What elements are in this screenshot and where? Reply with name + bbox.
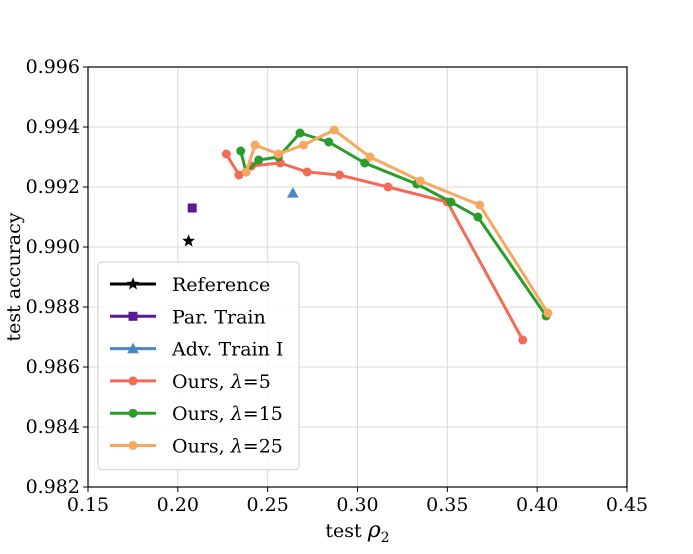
data-point <box>241 167 251 177</box>
data-point <box>295 128 305 138</box>
data-point <box>324 137 334 147</box>
data-point <box>254 155 264 165</box>
x-tick-label: 0.35 <box>426 494 468 516</box>
data-point <box>128 441 138 450</box>
x-tick-label: 0.15 <box>67 494 109 516</box>
data-point <box>187 203 197 213</box>
series-layer <box>182 125 553 345</box>
x-tick-label: 0.45 <box>606 494 648 516</box>
axis-labels: test ρ2 test accuracy <box>3 212 390 546</box>
data-point <box>383 182 393 192</box>
legend-entry: Ours, λ=15 <box>110 403 283 425</box>
legend-box <box>97 261 300 471</box>
data-point <box>543 308 553 318</box>
legend-label-symbol: λ <box>230 371 243 393</box>
series-1 <box>187 203 197 213</box>
legend-label-text: Adv. Train I <box>171 339 283 361</box>
legend-label-text: Ours, <box>172 371 231 393</box>
y-tick-label: 0.982 <box>26 476 80 498</box>
y-tick-label: 0.990 <box>26 236 80 258</box>
series-2 <box>286 187 299 198</box>
data-point <box>335 170 345 180</box>
y-axis-label: test accuracy <box>3 212 25 341</box>
legend-label-symbol: λ <box>230 436 243 458</box>
data-point <box>446 197 456 207</box>
legend-label-text: Ours, <box>172 436 231 458</box>
y-tick-label: 0.992 <box>26 176 80 198</box>
data-point <box>234 170 244 180</box>
data-point <box>518 335 528 345</box>
data-point <box>475 200 485 210</box>
legend-label-text: Reference <box>172 274 270 296</box>
data-point <box>415 176 425 186</box>
data-point <box>302 167 312 177</box>
data-point <box>182 234 196 247</box>
y-tick-label: 0.984 <box>26 416 80 438</box>
legend-label-rest: =25 <box>243 436 283 458</box>
y-tick-label: 0.988 <box>26 296 80 318</box>
data-point <box>128 408 138 418</box>
data-point <box>360 158 370 168</box>
legend-label: Par. Train <box>172 306 266 328</box>
ticks: 0.15 0.20 0.25 0.30 0.35 0.40 0.45 0.982 0.984 0.… <box>26 56 649 516</box>
data-point <box>286 187 299 198</box>
x-axis-label-subscript: 2 <box>381 530 390 546</box>
data-point <box>365 152 375 162</box>
data-point <box>273 149 283 159</box>
data-point <box>221 149 231 159</box>
legend-label-symbol: λ <box>230 403 243 425</box>
legend-label: Ours, λ=5 <box>172 371 271 393</box>
data-point <box>128 376 138 386</box>
x-axis-label-symbol: ρ <box>367 518 381 543</box>
data-point <box>236 146 246 156</box>
x-tick-label: 0.40 <box>516 494 558 516</box>
x-tick-label: 0.20 <box>157 494 199 516</box>
legend-label: Ours, λ=25 <box>172 436 283 458</box>
series-5 <box>241 125 553 318</box>
series-0 <box>182 234 196 247</box>
data-point <box>329 125 339 135</box>
legend-label-rest: =15 <box>243 403 283 425</box>
x-tick-label: 0.30 <box>336 494 378 516</box>
data-point <box>128 311 138 321</box>
legend-label-rest: =5 <box>243 371 271 393</box>
y-tick-label: 0.994 <box>26 116 80 138</box>
legend-label-text: Ours, <box>172 403 231 425</box>
x-axis-label-text: test <box>325 520 367 542</box>
legend-label-text: Par. Train <box>172 306 266 328</box>
legend-entry: Ours, λ=5 <box>110 371 271 393</box>
x-tick-label: 0.25 <box>247 494 289 516</box>
x-axis-label: test ρ2 <box>325 518 389 546</box>
legend-entry: Reference <box>110 274 270 296</box>
legend-entry: Par. Train <box>110 306 266 328</box>
data-point <box>127 342 139 354</box>
legend-label: Adv. Train I <box>171 339 283 361</box>
legend-entry: Ours, λ=25 <box>110 436 283 458</box>
data-point <box>126 277 140 290</box>
data-point <box>250 140 260 150</box>
y-tick-label: 0.996 <box>26 56 80 78</box>
data-point <box>473 212 483 222</box>
legend-entry: Adv. Train I <box>110 339 283 361</box>
data-point <box>299 140 309 150</box>
legend-label: Ours, λ=15 <box>172 403 283 425</box>
y-tick-label: 0.986 <box>26 356 80 378</box>
legend-label: Reference <box>172 274 270 296</box>
